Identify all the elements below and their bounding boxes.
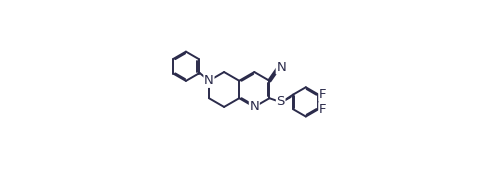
Text: S: S: [276, 95, 285, 108]
Text: F: F: [319, 88, 327, 101]
Text: F: F: [319, 103, 327, 116]
Text: N: N: [204, 74, 214, 87]
Text: N: N: [249, 100, 259, 113]
Text: N: N: [276, 61, 286, 74]
